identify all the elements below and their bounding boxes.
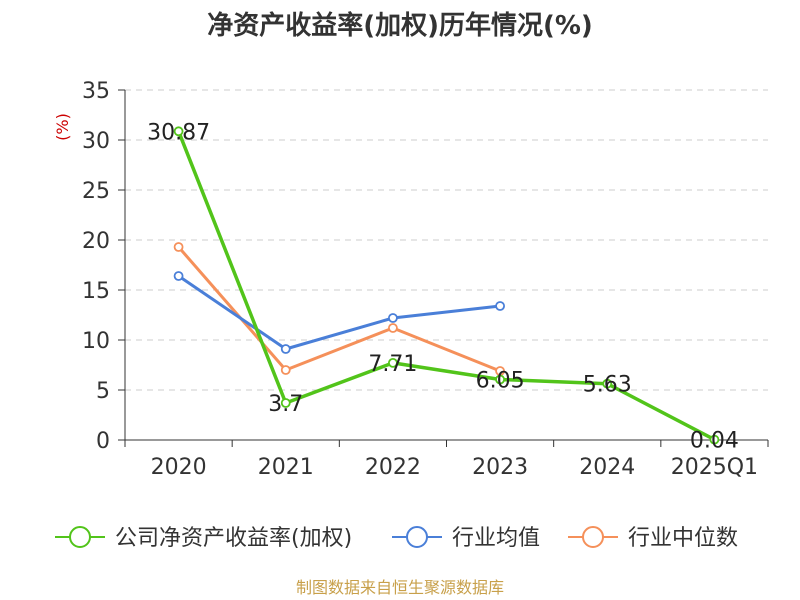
- series-line-2: [177, 246, 501, 373]
- legend-swatch-marker: [582, 526, 604, 548]
- data-label: 5.63: [583, 373, 632, 398]
- gridlines: [125, 89, 768, 391]
- y-axis-unit: (%): [53, 113, 72, 141]
- data-label: 3.7: [268, 392, 303, 417]
- legend-label: 行业均值: [452, 526, 540, 551]
- x-tick-label-2021: 2021: [258, 455, 314, 480]
- legend-label: 公司净资产收益率(加权): [115, 526, 352, 551]
- data-point: [495, 374, 505, 385]
- x-tick-label-2020: 2020: [151, 455, 207, 480]
- data-point: [388, 323, 398, 333]
- legend-swatch-marker: [406, 526, 428, 548]
- data-point: [388, 313, 398, 323]
- series-layer: 30.87 3.7 7.71 6.05 5.63 0.04: [147, 120, 739, 453]
- x-tick-label-2022: 2022: [365, 455, 421, 480]
- series-2: [173, 242, 505, 376]
- data-point: [709, 434, 720, 445]
- y-tick-label: 35: [82, 79, 110, 104]
- source-note: 制图数据来自恒生聚源数据库: [296, 578, 504, 597]
- data-point: [388, 357, 398, 368]
- y-tick-label: 5: [96, 379, 110, 404]
- legend-item-1[interactable]: 行业均值: [392, 526, 540, 551]
- x-tick-label-2024: 2024: [579, 455, 635, 480]
- data-label: 7.71: [368, 352, 417, 377]
- data-point: [173, 242, 184, 252]
- legend-item-2[interactable]: 行业中位数: [568, 526, 738, 551]
- axes: 0 5 10 15 20 25 30 35 2020 2021 2022 2023 2024 2025Q1: [82, 79, 769, 480]
- series-line-1: [177, 274, 501, 351]
- series-line-0: [176, 130, 716, 442]
- series-1: [173, 271, 505, 354]
- data-label: 6.05: [476, 369, 525, 394]
- y-tick-label: 20: [82, 229, 110, 254]
- data-label: 0.04: [690, 429, 739, 454]
- data-point: [280, 365, 291, 375]
- legend[interactable]: 公司净资产收益率(加权) 行业均值 行业中位数: [55, 526, 738, 551]
- data-point: [173, 126, 184, 137]
- y-tick-label: 0: [96, 429, 110, 454]
- legend-item-0[interactable]: 公司净资产收益率(加权): [55, 526, 352, 551]
- data-point: [602, 378, 613, 389]
- data-point: [280, 398, 291, 408]
- y-tick-label: 15: [82, 279, 110, 304]
- legend-swatch-marker: [69, 526, 91, 548]
- data-point: [173, 271, 184, 281]
- series-0: [173, 126, 720, 445]
- x-tick-label-2025Q1: 2025Q1: [671, 455, 758, 480]
- data-label: 30.87: [147, 120, 210, 145]
- y-tick-label: 30: [82, 129, 110, 154]
- chart-title: 净资产收益率(加权)历年情况(%): [207, 10, 593, 41]
- y-tick-label: 25: [82, 179, 110, 204]
- legend-label: 行业中位数: [628, 526, 738, 551]
- data-point: [495, 301, 505, 311]
- data-point: [280, 344, 291, 354]
- x-tick-label-2023: 2023: [472, 455, 528, 480]
- y-tick-label: 10: [82, 329, 110, 354]
